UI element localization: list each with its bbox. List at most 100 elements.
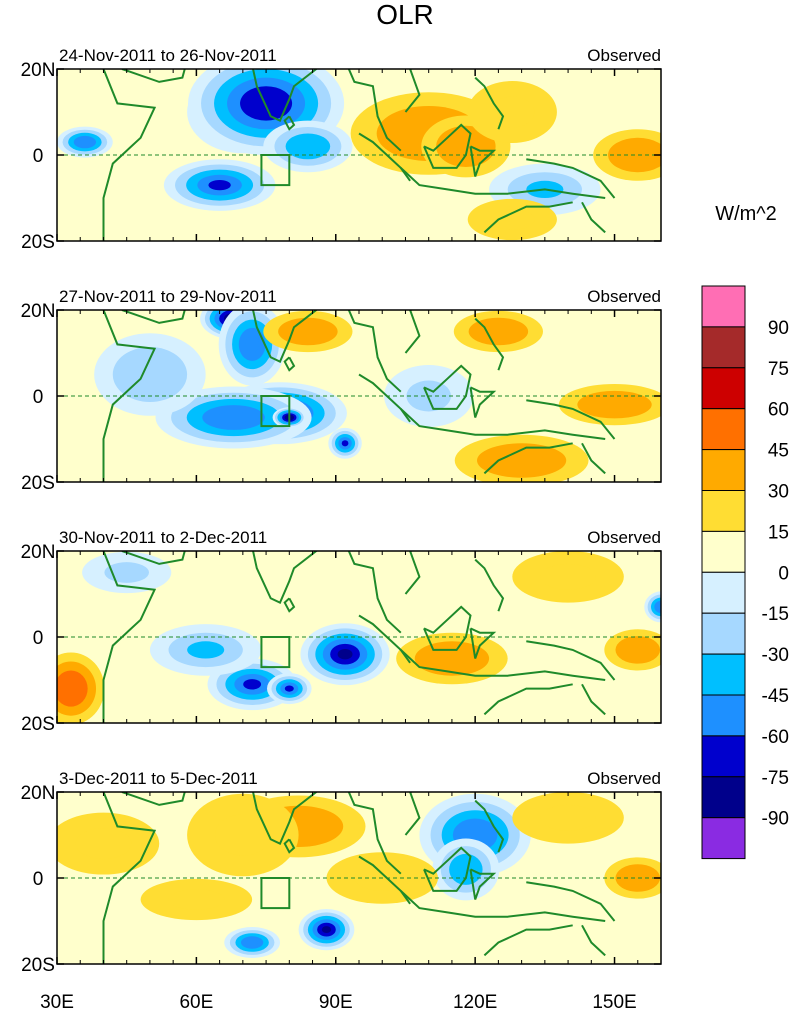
y-tick-label: 20S [21,714,55,735]
anomaly-mark [104,562,149,583]
colorbar-swatch [701,653,746,696]
colorbar-swatch [701,408,746,451]
colorbar-label: 75 [768,359,789,380]
colorbar-label: -45 [762,686,789,707]
coastline [283,115,296,131]
colorbar-label: -15 [762,604,789,625]
map-panel: 20N 0 20S 3-Dec-2011 to 5-Dec-2011 Observed [21,769,662,976]
coastline [400,167,606,199]
x-tick-label: 90E [319,992,353,1013]
x-tick-label: 30E [40,992,74,1013]
colorbar-label: 30 [768,482,789,503]
map-panel: 20N 0 20S 24-Nov-2011 to 26-Nov-2011 Observe… [21,46,662,253]
anomaly-mark [214,814,271,856]
anomaly-mark [243,679,262,690]
reference-box [260,154,291,187]
anomaly-mark [75,828,132,860]
panel-date-range: 27-Nov-2011 to 29-Nov-2011 [59,287,277,306]
coastline [423,123,472,169]
colorbar-swatch [701,449,746,492]
reference-box [260,636,291,669]
coastline [400,890,606,922]
colorbar-label: -60 [762,727,789,748]
coastline [404,69,421,113]
anomaly-mark [245,336,259,353]
coastline [102,310,157,482]
x-tick-label: 150E [592,992,636,1013]
coastline [404,792,421,836]
panel-source-label: Observed [587,46,661,65]
colorbar-swatch [701,694,746,737]
anomaly-mark [253,94,280,112]
coastline [469,627,497,659]
y-tick-label: 0 [33,628,44,649]
coastline [252,792,402,875]
anomaly-mark [217,411,250,424]
coastline [283,838,296,854]
coastline [474,558,505,612]
colorbar-label: -90 [762,809,789,830]
anomaly-field [57,792,661,958]
anomaly-mark [246,939,258,946]
colorbar-label: -75 [762,768,789,789]
x-tick-label: 60E [179,992,213,1013]
reference-box [260,395,291,428]
anomaly-mark [540,804,596,831]
y-tick-label: 0 [33,869,44,890]
colorbar-swatch [701,367,746,410]
anomaly-mark [483,324,514,339]
colorbar-swatch [701,735,746,778]
coastline [102,69,157,241]
colorbar-units: W/m^2 [715,203,777,225]
anomaly-mark [433,649,471,668]
coastlines [102,551,616,723]
coastline [526,158,616,199]
anomaly-mark [499,451,544,470]
map-panels: 20N 0 20S 24-Nov-2011 to 26-Nov-2011 Observe… [21,46,662,1013]
anomaly-mark [321,926,332,934]
colorbar-swatch [701,530,746,573]
panel-source-label: Observed [587,769,661,788]
coastline [121,551,186,565]
colorbar-label: -30 [762,645,789,666]
y-tick-label: 20S [21,955,55,976]
colorbar-swatch [701,285,746,328]
colorbar-label: 90 [768,318,789,339]
anomaly-mark [208,179,231,191]
colorbar-label: 15 [768,522,789,543]
y-tick-label: 20N [21,783,56,804]
anomaly-mark [131,360,169,389]
coastline [283,597,296,613]
coastline [469,386,497,418]
coastline [526,881,616,922]
chart-title: OLR [376,0,434,30]
coastline [483,683,573,716]
coastline [581,924,606,957]
colorbar-label: 0 [778,563,789,584]
panel-date-range: 24-Nov-2011 to 26-Nov-2011 [59,46,277,65]
anomaly-mark [490,209,535,230]
coastline [252,310,402,393]
coastline [423,364,472,410]
coastline [483,924,573,957]
coastline [474,317,505,371]
coastline [483,442,573,475]
coastline [581,683,606,716]
coastline [423,846,472,892]
panel-date-range: 30-Nov-2011 to 2-Dec-2011 [59,528,267,547]
coastline [121,69,186,83]
coastline [423,605,472,651]
coastline [474,76,505,130]
anomaly-mark [79,139,91,146]
coastline [404,551,421,595]
coastline [469,868,497,900]
anomaly-mark [626,643,649,657]
coastline [469,145,497,177]
anomaly-mark [187,641,225,659]
coastline [102,551,157,723]
anomaly-mark [490,96,535,128]
coastline [404,310,421,354]
map-panel: 20N 0 20S 27-Nov-2011 to 29-Nov-2011 Observe… [21,287,662,494]
colorbar-label: 45 [768,441,789,462]
